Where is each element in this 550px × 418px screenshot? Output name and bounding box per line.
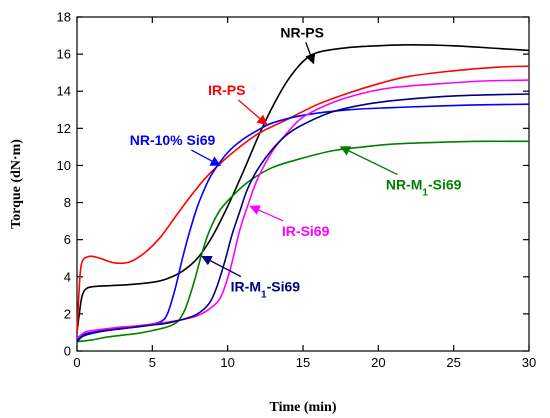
annotation-label-ir-ps: IR-PS [208, 82, 245, 98]
x-tick-label: 10 [220, 355, 234, 370]
x-tick-label: 5 [149, 355, 156, 370]
annotation-arrow-nr-ps [305, 42, 316, 65]
series-layer [76, 43, 530, 343]
annotation-arrow-ir-m1-si69 [201, 255, 242, 278]
x-tick-label: 15 [296, 355, 310, 370]
y-tick-label: 18 [57, 10, 71, 25]
annotation-label-ir-m1-si69: IR-M1-Si69 [231, 279, 301, 301]
y-tick-label: 12 [57, 121, 71, 136]
axis-ticks: 0 5 10 15 20 25 30 0 2 4 6 8 10 12 14 16 18 [57, 10, 537, 371]
y-tick-label: 10 [57, 158, 71, 173]
x-tick-label: 20 [371, 355, 385, 370]
annotation-label-nr-10-si69: NR-10% Si69 [130, 132, 216, 148]
series-line-nr-ps [76, 43, 530, 333]
series-line-ir-ps [76, 65, 530, 333]
y-tick-label: 0 [64, 344, 71, 359]
annotation-label-nr-ps: NR-PS [280, 24, 324, 40]
y-tick-label: 2 [64, 306, 71, 321]
annotation-arrow-nr-m1-si69 [339, 146, 398, 176]
y-tick-label: 6 [64, 232, 71, 247]
x-tick-label: 30 [522, 355, 536, 370]
y-tick-label: 16 [57, 47, 71, 62]
y-axis-title: Torque (dN·m) [9, 139, 24, 229]
annotation-arrow-nr-10-si69 [191, 149, 222, 167]
y-tick-label: 8 [64, 195, 71, 210]
series-annotations: NR-PS IR-PS NR-10% Si69 NR-M1-Si69 IR-Si69 IR… [130, 24, 462, 300]
x-tick-label: 0 [73, 355, 80, 370]
series-line-nr-m1-si69 [76, 140, 530, 343]
annotation-arrow-ir-si69 [249, 205, 284, 222]
x-tick-label: 25 [446, 355, 460, 370]
series-line-ir-m1-si69 [76, 93, 530, 343]
annotation-arrow-ir-ps [237, 99, 268, 126]
series-line-ir-si69 [76, 79, 530, 339]
y-tick-label: 4 [64, 269, 71, 284]
x-axis-title: Time (min) [269, 400, 336, 415]
annotation-label-ir-si69: IR-Si69 [282, 223, 330, 239]
annotation-label-nr-m1-si69: NR-M1-Si69 [386, 177, 462, 199]
y-tick-label: 14 [57, 84, 71, 99]
